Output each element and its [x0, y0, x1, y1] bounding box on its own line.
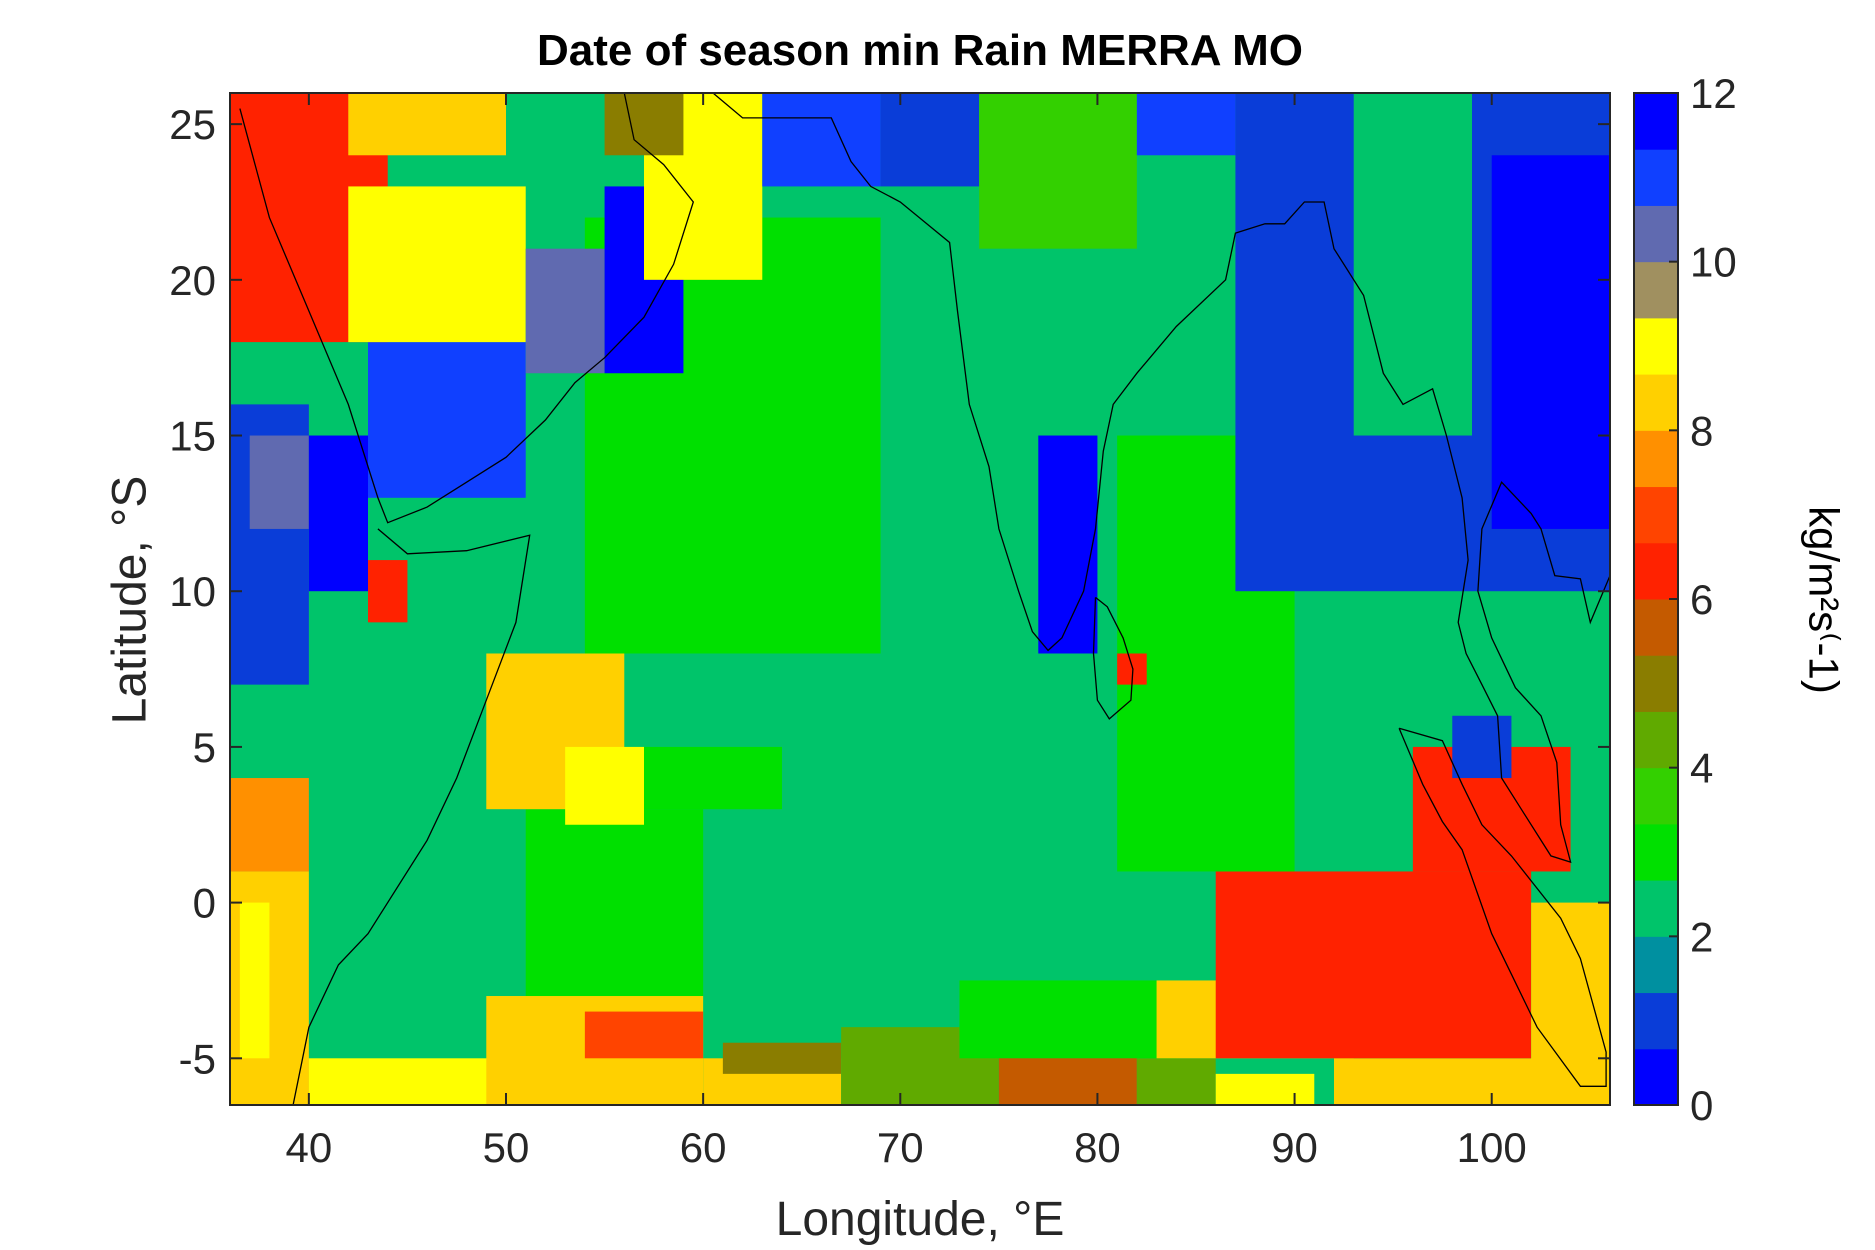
heatmap-cell-13: [1215, 1073, 1315, 1105]
colorbar-swatch: [1634, 374, 1678, 431]
coastline-2: [712, 93, 1610, 864]
heatmap-cell-45: [1353, 93, 1472, 436]
colorbar-swatch: [1634, 93, 1678, 150]
heatmap-cell-3: [239, 902, 270, 1059]
coastline-0: [239, 93, 695, 524]
chart-title: Date of season min Rain MERRA MO: [536, 26, 1304, 75]
heatmap-cell-34: [348, 186, 526, 343]
heatmap-cell-42: [979, 93, 1137, 249]
heatmap-cell-9: [722, 1042, 842, 1074]
y-tick-label: 5: [193, 724, 216, 771]
colorbar-swatch: [1634, 205, 1678, 263]
plot-frame: [229, 92, 1611, 1106]
colorbar-swatch: [1634, 430, 1678, 488]
heatmap-cell-23: [565, 746, 644, 825]
heatmap-cell-37: [348, 93, 506, 156]
colorbar-swatch: [1634, 767, 1678, 825]
y-tick-label: 15: [169, 413, 216, 460]
x-tick-label: 90: [1271, 1124, 1318, 1171]
colorbar-swatch: [1634, 261, 1678, 319]
heatmap-cell-20: [525, 809, 704, 997]
colorbar-tick-label: 12: [1690, 70, 1737, 117]
colorbar-tick-label: 4: [1690, 745, 1713, 792]
heatmap-cell-46: [1491, 155, 1610, 529]
colorbar-tick-label: 10: [1690, 239, 1737, 286]
colorbar-swatch: [1634, 880, 1678, 937]
heatmap-cell-17: [1215, 871, 1532, 1059]
heatmap-cell-40: [762, 93, 881, 187]
heatmap-cell-19: [1531, 902, 1610, 1090]
x-axis-label: Longitude, °E: [775, 1193, 1065, 1246]
colorbar-swatch: [1634, 1048, 1678, 1106]
heatmap-cell-29: [249, 435, 309, 529]
colorbar-swatch: [1634, 936, 1678, 994]
y-axis-ticks: -5 0 5 10 15 20 25: [169, 101, 1610, 1082]
x-tick-label: 50: [483, 1124, 530, 1171]
x-tick-label: 40: [285, 1124, 332, 1171]
y-tick-label: -5: [179, 1035, 216, 1082]
x-tick-label: 60: [680, 1124, 727, 1171]
heatmap-cell-31: [308, 435, 368, 592]
coastline-3: [1092, 596, 1134, 720]
x-axis-ticks: 40 50 60 70 80 90 100: [285, 93, 1527, 1171]
heatmap-cell-30: [368, 560, 408, 623]
heatmap-regions: [230, 93, 1610, 1105]
colorbar-tick-label: 8: [1690, 407, 1713, 454]
y-tick-label: 10: [169, 568, 216, 615]
coastline-4: [1398, 727, 1607, 1087]
colorbar-swatch: [1634, 711, 1678, 769]
heatmap-cell-21: [644, 746, 782, 810]
colorbar: 0 2 4 6 8 10 12: [1633, 70, 1737, 1129]
y-tick-label: 20: [169, 257, 216, 304]
x-tick-label: 100: [1457, 1124, 1527, 1171]
heatmap-cell-35: [525, 248, 605, 374]
y-tick-label: 25: [169, 101, 216, 148]
heatmap-cell-47: [1452, 715, 1512, 779]
heatmap-cell-43: [1136, 93, 1236, 156]
x-tick-label: 80: [1074, 1124, 1121, 1171]
heatmap-cell-15: [959, 980, 1177, 1059]
colorbar-tick-label: 6: [1690, 576, 1713, 623]
heatmap-cell-26: [1038, 435, 1098, 654]
x-tick-label: 70: [877, 1124, 924, 1171]
coastline-1: [292, 528, 531, 1105]
colorbar-swatch: [1634, 992, 1678, 1050]
colorbar-swatch: [1634, 486, 1678, 544]
y-tick-label: 0: [193, 880, 216, 927]
heatmap-cell-41: [880, 93, 980, 187]
colorbar-tick-label: 2: [1690, 913, 1713, 960]
heatmap-cell-4: [269, 1058, 309, 1105]
colorbar-swatch: [1634, 599, 1678, 656]
colorbar-swatch: [1634, 823, 1678, 881]
heatmap-cell-2: [230, 778, 309, 872]
coastline-layer: [239, 93, 1610, 1105]
colorbar-swatch: [1634, 317, 1678, 375]
colorbar-tick-label: 0: [1690, 1082, 1713, 1129]
heatmap-cell-7: [584, 1011, 704, 1059]
heatmap-cell-39: [604, 93, 684, 156]
heatmap-cell-32: [368, 342, 526, 498]
heatmap-cell-12: [1136, 1058, 1216, 1105]
colorbar-swatch: [1634, 655, 1678, 712]
colorbar-swatch: [1634, 542, 1678, 600]
colorbar-swatch: [1634, 149, 1678, 206]
